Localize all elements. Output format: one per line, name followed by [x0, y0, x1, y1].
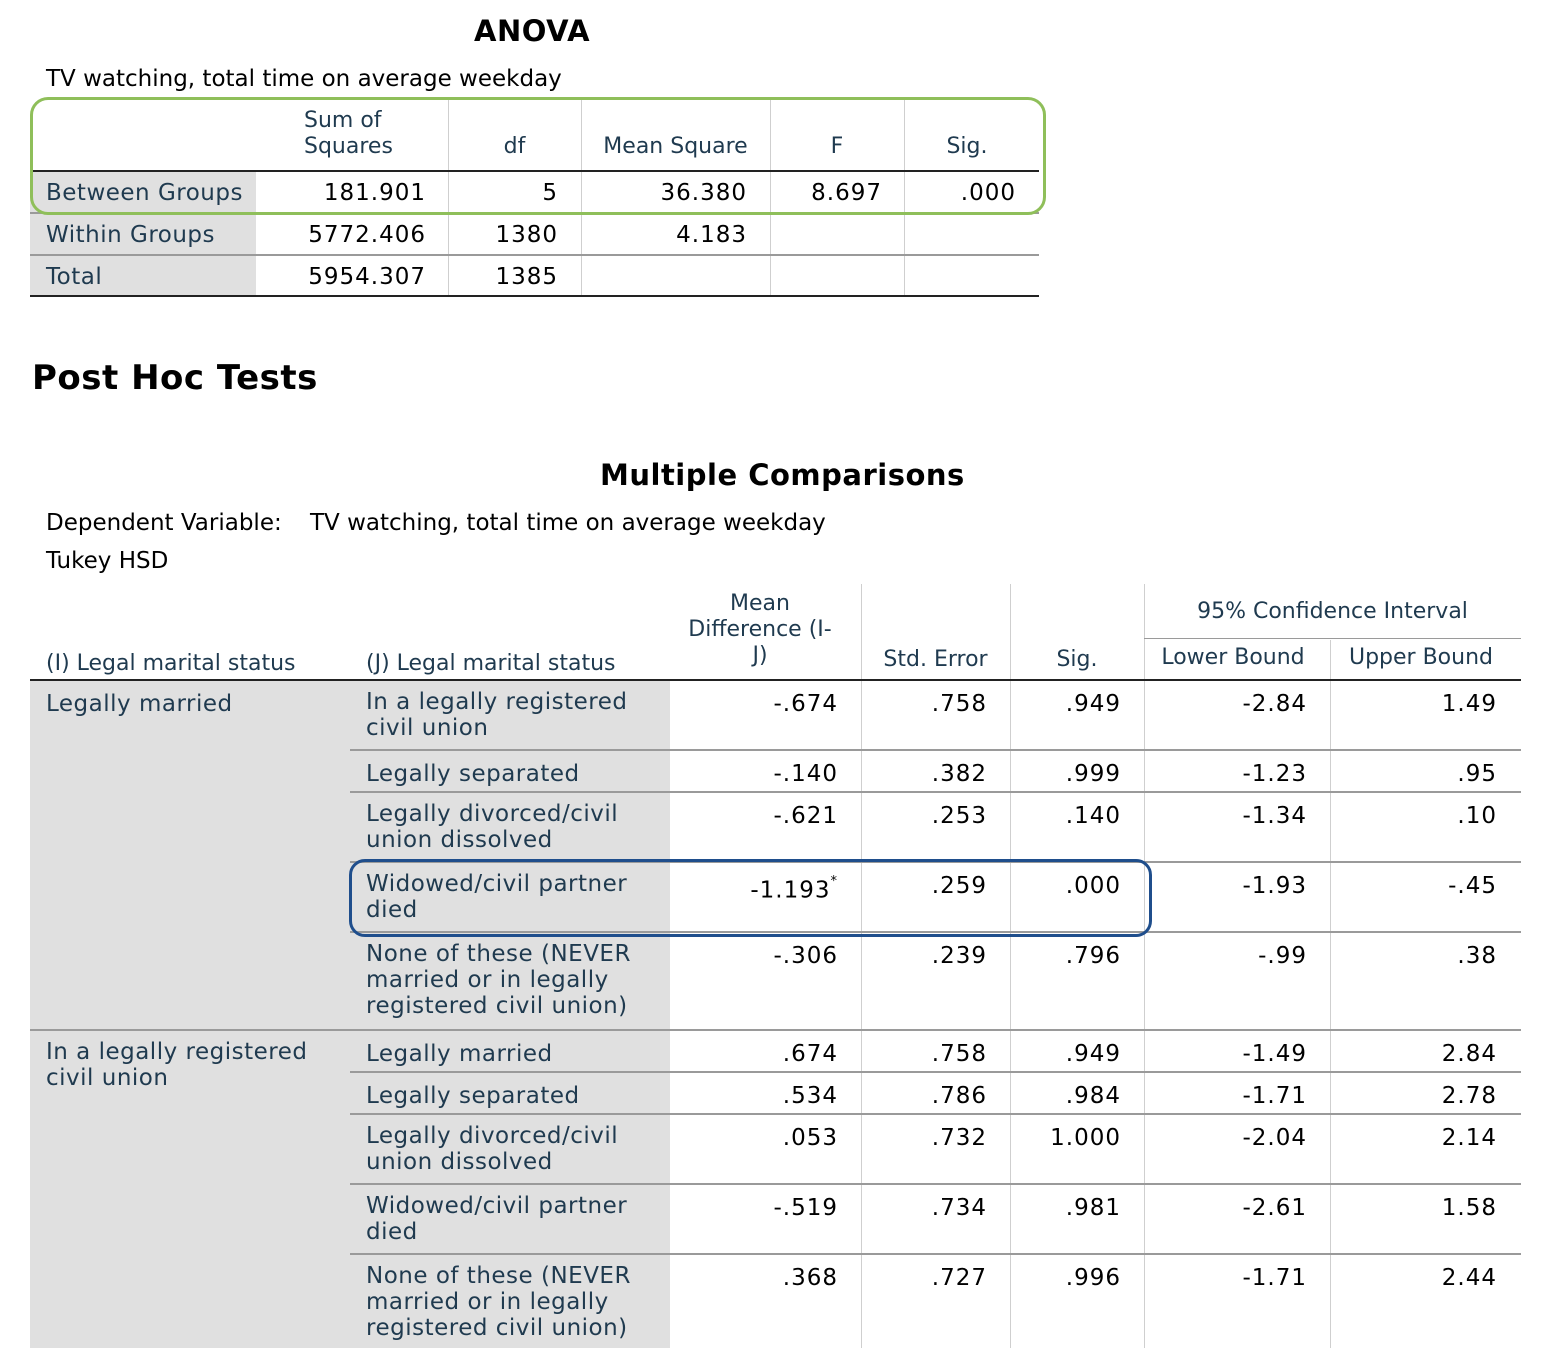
mc-cell-sig: .999 — [1065, 761, 1121, 787]
mc-j-label: None of these (NEVER married or in legall… — [366, 941, 631, 1019]
mc-cell-std-error: .239 — [931, 943, 987, 969]
mc-j-label: Widowed/civil partner died — [366, 871, 628, 923]
mc-cell-sig: .984 — [1065, 1083, 1121, 1109]
mc-cell-sig: 1.000 — [1050, 1125, 1121, 1151]
mc-cell-mean-difference: -1.193* — [750, 874, 838, 904]
mc-cell-mean-difference: -.674 — [773, 691, 838, 717]
mc-cell-sig: .000 — [1065, 873, 1121, 899]
mc-cell-std-error: .259 — [931, 873, 987, 899]
anova-cell-ms: 36.380 — [660, 180, 747, 206]
anova-highlight-box — [30, 97, 1046, 215]
mc-cell-sig: .949 — [1065, 691, 1121, 717]
mc-cell-upper-bound: 1.58 — [1441, 1195, 1497, 1221]
mc-cell-sig: .996 — [1065, 1265, 1121, 1291]
mc-cell-std-error: .758 — [931, 691, 987, 717]
mc-header-sig: Sig. — [1056, 647, 1098, 672]
anova-cell-df: 1380 — [495, 222, 558, 248]
anova-header-f: F — [830, 134, 844, 159]
anova-cell-sum: 5772.406 — [308, 222, 426, 248]
significance-star: * — [830, 874, 838, 889]
anova-row-label: Between Groups — [46, 180, 243, 206]
mc-cell-lower-bound: -1.23 — [1242, 761, 1307, 787]
mc-highlight-box — [349, 859, 1152, 937]
mc-cell-mean-difference: .534 — [782, 1083, 838, 1109]
mc-header-i: (I) Legal marital status — [46, 651, 296, 676]
mc-header-std-error: Std. Error — [883, 647, 988, 672]
mc-i-label: In a legally registered civil union — [46, 1039, 308, 1091]
mc-cell-lower-bound: -1.71 — [1242, 1265, 1307, 1291]
mc-cell-mean-difference: -.621 — [773, 803, 838, 829]
mc-cell-mean-difference: -.519 — [773, 1195, 838, 1221]
anova-cell-df: 1385 — [495, 264, 558, 290]
mc-cell-upper-bound: .10 — [1457, 803, 1497, 829]
mc-j-label: Legally separated — [366, 761, 580, 787]
anova-header-sig: Sig. — [946, 134, 988, 159]
mc-cell-sig: .949 — [1065, 1041, 1121, 1067]
mc-header-upper-bound: Upper Bound — [1348, 645, 1493, 670]
mc-cell-upper-bound: 2.78 — [1441, 1083, 1497, 1109]
anova-row-label: Total — [46, 264, 103, 290]
anova-cell-ms: 4.183 — [676, 222, 747, 248]
mc-cell-mean-difference: .053 — [782, 1125, 838, 1151]
mc-cell-mean-difference: .368 — [782, 1265, 838, 1291]
mc-cell-mean-difference: -.140 — [773, 761, 838, 787]
mc-cell-std-error: .732 — [931, 1125, 987, 1151]
anova-header-df: df — [503, 134, 526, 159]
mc-header-lower-bound: Lower Bound — [1161, 645, 1305, 670]
mc-cell-sig: .796 — [1065, 943, 1121, 969]
posthoc-heading: Post Hoc Tests — [32, 358, 318, 398]
anova-header-mean-square: Mean Square — [603, 134, 748, 159]
mc-cell-lower-bound: -.99 — [1258, 943, 1307, 969]
mc-j-label: Legally married — [366, 1041, 553, 1067]
mc-cell-upper-bound: 2.44 — [1441, 1265, 1497, 1291]
anova-cell-sum: 181.901 — [323, 180, 426, 206]
anova-row-label: Within Groups — [46, 222, 216, 248]
mc-cell-upper-bound: .38 — [1457, 943, 1497, 969]
mc-cell-lower-bound: -2.61 — [1242, 1195, 1307, 1221]
mc-cell-std-error: .382 — [931, 761, 987, 787]
mc-cell-lower-bound: -1.93 — [1242, 873, 1307, 899]
mc-dependent-label: Dependent Variable: — [46, 510, 282, 536]
mc-i-label: Legally married — [46, 691, 233, 717]
mc-cell-upper-bound: .95 — [1457, 761, 1497, 787]
mc-cell-lower-bound: -2.04 — [1242, 1125, 1307, 1151]
anova-cell-df: 5 — [542, 180, 558, 206]
mc-cell-lower-bound: -2.84 — [1242, 691, 1307, 717]
mc-j-label: Legally divorced/civil union dissolved — [366, 801, 619, 853]
mc-cell-std-error: .253 — [931, 803, 987, 829]
mc-header-j: (J) Legal marital status — [366, 651, 616, 676]
mc-cell-upper-bound: -.45 — [1448, 873, 1497, 899]
mc-j-label: Widowed/civil partner died — [366, 1193, 628, 1245]
mc-cell-mean-difference: -.306 — [773, 943, 838, 969]
mc-header-ci: 95% Confidence Interval — [1197, 599, 1468, 624]
mc-j-label: Legally separated — [366, 1083, 580, 1109]
mc-cell-sig: .140 — [1065, 803, 1121, 829]
mc-cell-upper-bound: 1.49 — [1441, 691, 1497, 717]
mc-cell-upper-bound: 2.84 — [1441, 1041, 1497, 1067]
anova-cell-f: 8.697 — [811, 180, 882, 206]
mc-dependent-value: TV watching, total time on average weekd… — [310, 510, 826, 536]
mc-cell-std-error: .734 — [931, 1195, 987, 1221]
mc-header-mean-difference: Mean Difference (I- J) — [688, 591, 832, 668]
mc-cell-std-error: .727 — [931, 1265, 987, 1291]
anova-cell-sig: .000 — [960, 180, 1016, 206]
anova-title: ANOVA — [474, 14, 591, 48]
anova-subtitle: TV watching, total time on average weekd… — [46, 66, 562, 92]
mc-cell-upper-bound: 2.14 — [1441, 1125, 1497, 1151]
mc-cell-std-error: .786 — [931, 1083, 987, 1109]
mc-cell-lower-bound: -1.71 — [1242, 1083, 1307, 1109]
mc-j-label: None of these (NEVER married or in legall… — [366, 1263, 631, 1341]
mc-method: Tukey HSD — [46, 548, 169, 574]
mc-cell-lower-bound: -1.49 — [1242, 1041, 1307, 1067]
anova-cell-sum: 5954.307 — [308, 264, 426, 290]
anova-header-sum-of-squares: Sum of Squares — [304, 108, 393, 159]
mc-cell-sig: .981 — [1065, 1195, 1121, 1221]
mc-cell-std-error: .758 — [931, 1041, 987, 1067]
mc-j-label: Legally divorced/civil union dissolved — [366, 1123, 619, 1175]
mc-cell-mean-difference: .674 — [782, 1041, 838, 1067]
mc-title: Multiple Comparisons — [600, 458, 965, 492]
mc-cell-lower-bound: -1.34 — [1242, 803, 1307, 829]
mc-j-label: In a legally registered civil union — [366, 689, 628, 741]
